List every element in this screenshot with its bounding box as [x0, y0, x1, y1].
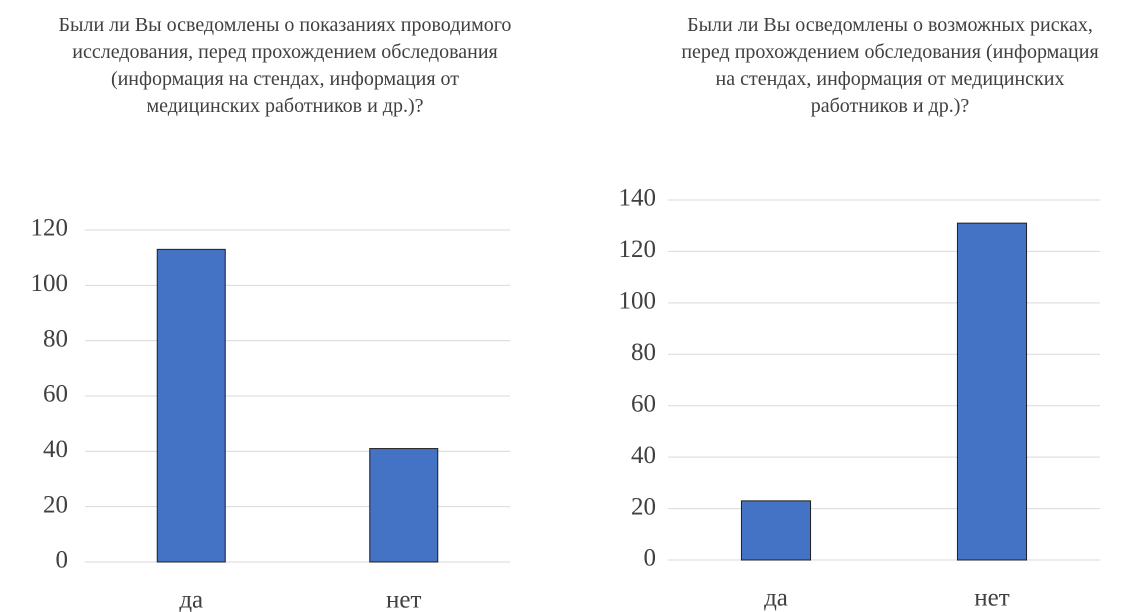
y-tick-label: 60	[43, 381, 68, 408]
y-tick-label: 0	[644, 545, 657, 572]
y-tick-label: 40	[631, 442, 656, 469]
y-tick-label: 40	[43, 436, 68, 463]
bar	[156, 248, 226, 563]
y-tick-label: 20	[43, 491, 68, 518]
bar	[956, 222, 1028, 561]
y-tick-label: 60	[631, 390, 656, 417]
bar	[740, 500, 812, 561]
y-tick-label: 0	[56, 547, 69, 574]
x-tick-label: нет	[386, 587, 421, 612]
y-tick-label: 120	[31, 215, 69, 242]
y-tick-label: 80	[43, 325, 68, 352]
y-tick-label: 120	[619, 236, 657, 263]
chart-title: Были ли Вы осведомлены о возможных риска…	[681, 14, 1099, 117]
chart-title: Были ли Вы осведомлены о показаниях пров…	[58, 14, 512, 117]
y-tick-label: 140	[619, 185, 657, 212]
y-tick-label: 100	[619, 288, 657, 315]
x-tick-label: да	[764, 585, 788, 612]
x-tick-label: да	[179, 587, 203, 612]
x-tick-label: нет	[974, 585, 1009, 612]
y-tick-label: 20	[631, 493, 656, 520]
bar	[369, 448, 439, 563]
y-tick-label: 80	[631, 339, 656, 366]
y-tick-label: 100	[31, 270, 69, 297]
